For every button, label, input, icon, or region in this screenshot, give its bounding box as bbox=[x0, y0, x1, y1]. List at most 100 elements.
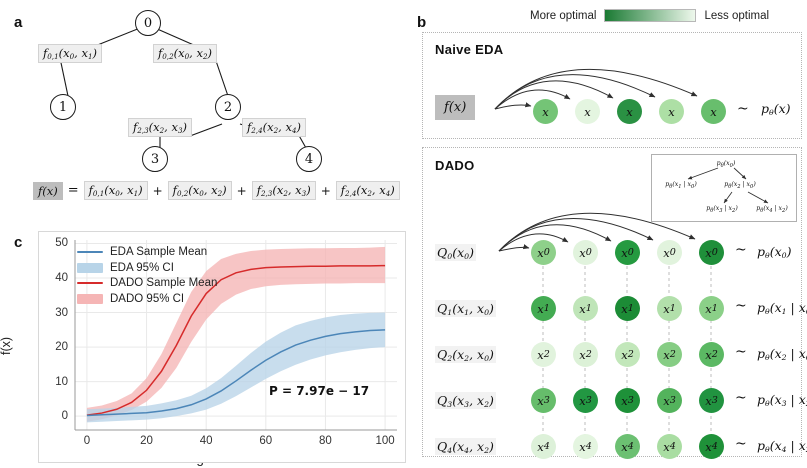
colorbar-right-label: Less optimal bbox=[704, 9, 770, 22]
equation-plus-2: + bbox=[236, 183, 247, 198]
naive-eda-sample-1: x bbox=[575, 99, 600, 124]
naive-eda-sample-4: x bbox=[701, 99, 726, 124]
optimality-colorbar: More optimal Less optimal bbox=[530, 9, 769, 22]
chart-xtick-0: 0 bbox=[83, 435, 91, 447]
dado-row-label-q3: Q3(x3, x2) bbox=[435, 392, 496, 410]
tree-node-0: 0 bbox=[135, 10, 161, 36]
factorization-equation: f(x) = f0,1(x0, x1) + f0,2(x0, x2) + f2,… bbox=[33, 181, 400, 201]
tree-node-3: 3 bbox=[142, 146, 168, 172]
chart-legend-swatch-1 bbox=[77, 262, 103, 273]
colorbar-left-label: More optimal bbox=[530, 9, 597, 22]
dado-row-tilde-q2: ~ bbox=[735, 344, 747, 360]
equation-term-f02: f0,2(x0, x2) bbox=[167, 181, 232, 201]
dado-title: DADO bbox=[435, 158, 475, 173]
dado-row-tilde-q0: ~ bbox=[735, 242, 747, 258]
dado-row-label-q0: Q0(x0) bbox=[435, 244, 476, 262]
naive-eda-subpanel: Naive EDA f(x) x x x x x bbox=[422, 32, 802, 139]
chart-legend-label-3: DADO 95% CI bbox=[110, 292, 185, 305]
chart-legend-label-1: EDA 95% CI bbox=[110, 261, 174, 274]
factor-box-f01: f0,1(x0, x1) bbox=[38, 44, 102, 64]
inset-node-p3: pθ(x3 | x2) bbox=[706, 205, 738, 215]
chart-xtick-40: 40 bbox=[199, 435, 213, 447]
dado-factorization-inset: pθ(x0) pθ(x1 | x0) pθ(x2 | x0) pθ(x3 | x… bbox=[651, 154, 797, 222]
panel-b-letter: b bbox=[417, 14, 427, 31]
naive-eda-distribution: pθ(x) bbox=[761, 101, 791, 118]
chart-ytick-30: 30 bbox=[55, 306, 68, 319]
equation-term-f23: f2,3(x2, x3) bbox=[251, 181, 316, 201]
equation-term-f24: f2,4(x2, x4) bbox=[335, 181, 400, 201]
chart-legend-item-1: EDA 95% CI bbox=[77, 262, 217, 274]
naive-eda-tilde: ~ bbox=[737, 101, 749, 117]
dado-row-distribution-q0: pθ(x0) bbox=[757, 244, 792, 261]
chart-y-axis-label: f(x) bbox=[0, 336, 13, 356]
dado-row-tilde-q4: ~ bbox=[735, 436, 747, 452]
panel-a-letter: a bbox=[14, 14, 23, 31]
equation-equals-sign: = bbox=[67, 183, 79, 199]
chart-svg bbox=[74, 240, 397, 431]
panel-c-chart: c f(x) Training Iteration EDA Sample Mea… bbox=[0, 228, 410, 468]
chart-legend-swatch-0 bbox=[77, 251, 103, 253]
dado-row-label-q1: Q1(x1, x0) bbox=[435, 300, 496, 318]
tree-node-1: 1 bbox=[50, 94, 76, 120]
dado-row-distribution-q1: pθ(x1 | x0) bbox=[757, 300, 807, 317]
naive-eda-sample-0: x bbox=[533, 99, 558, 124]
dado-subpanel: DADO pθ(x0) pθ(x1 | x bbox=[422, 147, 807, 459]
inset-node-p2: pθ(x2 | x0) bbox=[724, 181, 756, 191]
dado-row-distribution-q4: pθ(x4 | x2) bbox=[757, 438, 807, 455]
chart-xtick-60: 60 bbox=[259, 435, 273, 447]
naive-eda-arrows bbox=[494, 68, 698, 110]
chart-legend-label-0: EDA Sample Mean bbox=[110, 246, 208, 258]
tree-node-2: 2 bbox=[215, 94, 241, 120]
inset-node-p0: pθ(x0) bbox=[716, 160, 736, 170]
dado-row-distribution-q2: pθ(x2 | x0) bbox=[757, 346, 807, 363]
chart-legend: EDA Sample Mean EDA 95% CI DADO Sample Mea… bbox=[77, 246, 217, 308]
chart-xtick-80: 80 bbox=[319, 435, 332, 447]
dado-row-tilde-q3: ~ bbox=[735, 390, 747, 406]
factor-box-f24: f2,4(x2, x4) bbox=[242, 118, 306, 138]
panel-a-factor-graph: a 0 1 2 3 4 f0,1(x0, x1) bbox=[0, 0, 410, 215]
chart-legend-item-3: DADO 95% CI bbox=[77, 293, 217, 305]
equation-lhs: f(x) bbox=[33, 181, 63, 200]
chart-ytick-20: 20 bbox=[55, 341, 68, 354]
dado-row-label-q4: Q4(x4, x2) bbox=[435, 438, 496, 456]
chart-ytick-40: 40 bbox=[55, 272, 68, 284]
dado-row-label-q2: Q2(x2, x0) bbox=[435, 346, 496, 364]
equation-plus-3: + bbox=[320, 183, 331, 198]
chart-xtick-20: 20 bbox=[140, 435, 153, 447]
chart-legend-label-2: DADO Sample Mean bbox=[110, 277, 218, 289]
chart-xtick-100: 100 bbox=[375, 435, 395, 447]
equation-term-f01: f0,1(x0, x1) bbox=[83, 181, 148, 201]
chart-plot-area: EDA Sample Mean EDA 95% CI DADO Sample Mea… bbox=[38, 231, 406, 463]
chart-legend-item-2: DADO Sample Mean bbox=[77, 277, 217, 289]
dado-row-tilde-q1: ~ bbox=[735, 298, 747, 314]
naive-eda-sample-2: x bbox=[617, 99, 642, 124]
chart-pvalue-annotation: P = 7.97e − 17 bbox=[269, 384, 370, 398]
chart-ytick-50: 50 bbox=[55, 237, 68, 250]
chart-ytick-0: 0 bbox=[61, 410, 68, 423]
chart-legend-swatch-3 bbox=[77, 293, 103, 304]
factor-box-f02: f0,2(x0, x2) bbox=[153, 44, 217, 64]
inset-node-p1: pθ(x1 | x0) bbox=[665, 181, 697, 191]
